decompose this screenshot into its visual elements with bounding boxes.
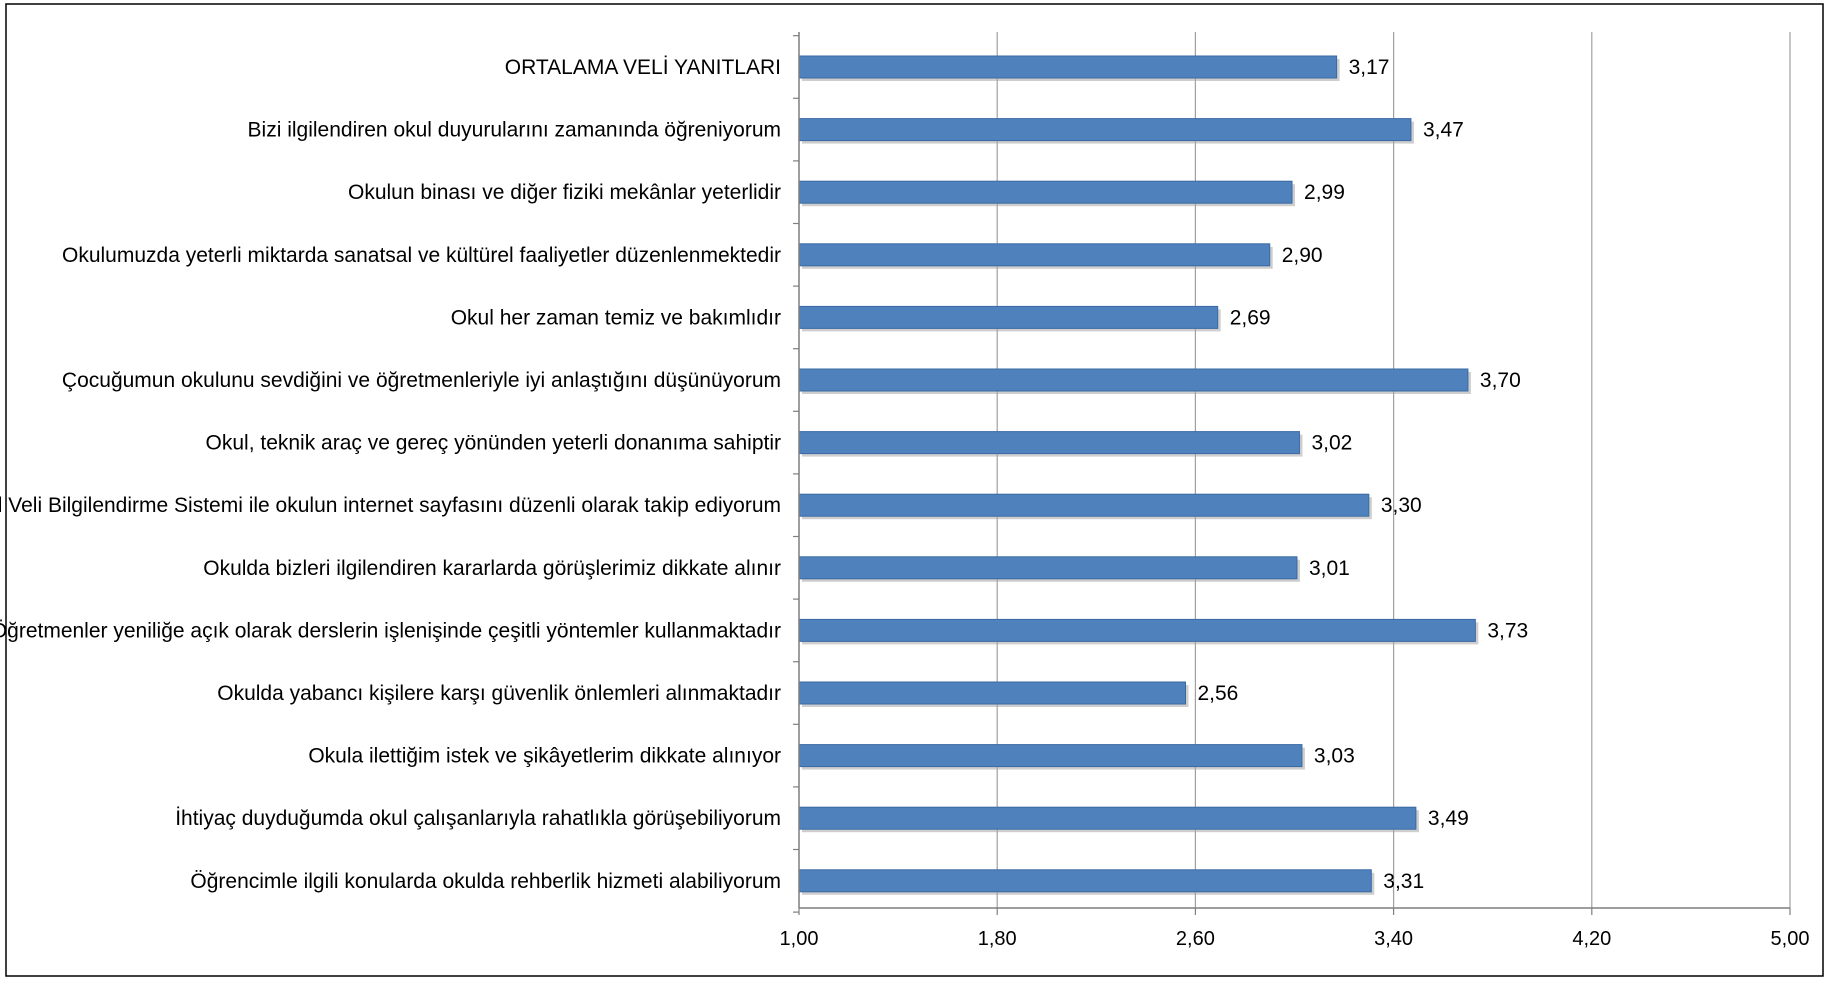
data-label: 2,90	[1282, 244, 1323, 267]
data-label: 3,70	[1480, 369, 1521, 392]
x-tick-label: 1,00	[780, 928, 819, 950]
category-label: E-Okul Veli Bilgilendirme Sistemi ile ok…	[0, 494, 781, 517]
data-label: 3,03	[1314, 745, 1355, 768]
data-label: 3,30	[1381, 494, 1422, 517]
bar	[798, 618, 1476, 642]
category-label: Bizi ilgilendiren okul duyurularını zama…	[248, 119, 781, 142]
data-label: 2,99	[1304, 181, 1345, 204]
bars	[798, 55, 1479, 895]
data-label: 3,17	[1349, 56, 1390, 79]
bar	[798, 305, 1219, 329]
category-label: İhtiyaç duyduğumda okul çalışanlarıyla r…	[175, 807, 781, 830]
bar	[798, 806, 1417, 830]
x-tick-label: 3,40	[1374, 928, 1413, 950]
bar	[798, 55, 1338, 79]
category-label: Okulun binası ve diğer fiziki mekânlar y…	[348, 181, 781, 204]
category-label: Okul, teknik araç ve gereç yönünden yete…	[206, 432, 781, 455]
data-label: 3,31	[1383, 870, 1424, 893]
labels: 1,00 1,80 2,60 3,40 4,20 5,00 ORTALAMA VELİ YA…	[0, 56, 1809, 950]
category-label: Okulda yabancı kişilere karşı güvenlik ö…	[217, 682, 781, 705]
x-tick-label: 5,00	[1771, 928, 1810, 950]
category-label: Öğrencimle ilgili konularda okulda rehbe…	[190, 870, 781, 893]
bar	[798, 869, 1372, 893]
data-label: 3,49	[1428, 807, 1469, 830]
category-label: Okulumuzda yeterli miktarda sanatsal ve …	[62, 244, 781, 267]
data-label: 3,73	[1487, 619, 1528, 642]
x-tick-label: 2,60	[1176, 928, 1215, 950]
bar	[798, 493, 1370, 517]
x-tick-label: 4,20	[1572, 928, 1611, 950]
category-label: ORTALAMA VELİ YANITLARI	[505, 56, 781, 79]
bar	[798, 431, 1300, 455]
data-label: 3,01	[1309, 557, 1350, 580]
category-label: Okul her zaman temiz ve bakımlıdır	[451, 306, 781, 329]
category-label: Okula ilettiğim istek ve şikâyetlerim di…	[308, 745, 781, 768]
bar	[798, 368, 1469, 392]
data-label: 2,56	[1197, 682, 1238, 705]
bar	[798, 681, 1186, 705]
axes	[793, 32, 1791, 915]
data-label: 3,47	[1423, 119, 1464, 142]
x-tick-label: 1,80	[978, 928, 1017, 950]
bar	[798, 118, 1412, 142]
data-label: 2,69	[1230, 306, 1271, 329]
data-label: 3,02	[1311, 432, 1352, 455]
category-label: Çocuğumun okulunu sevdiğini ve öğretmenl…	[62, 369, 781, 392]
bar	[798, 744, 1303, 768]
bar	[798, 243, 1271, 267]
category-label: Öğretmenler yeniliğe açık olarak dersler…	[0, 619, 781, 642]
bar	[798, 556, 1298, 580]
bar	[798, 180, 1293, 204]
category-label: Okulda bizleri ilgilendiren kararlarda g…	[203, 557, 781, 580]
